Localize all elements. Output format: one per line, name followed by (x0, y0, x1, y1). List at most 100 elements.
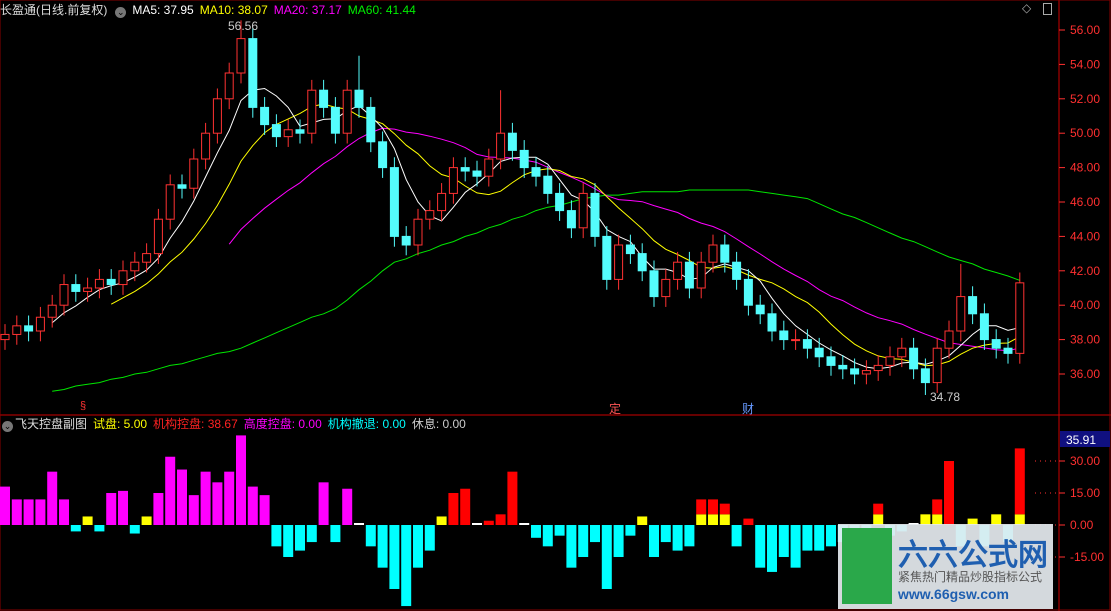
retreat-bar (542, 525, 553, 547)
candle-up (696, 261, 706, 289)
trial-bar (708, 514, 718, 525)
retreat-bar (330, 525, 341, 543)
candle-up (873, 364, 883, 372)
retreat-bar (531, 525, 541, 538)
y-tick-label: 54.00 (1070, 57, 1100, 71)
candle-down (472, 170, 482, 177)
retreat-bar (70, 525, 81, 532)
retreat-bar (802, 525, 813, 551)
ma5-line (51, 87, 1020, 370)
candle-up (425, 210, 435, 220)
chevron-down-circle-icon[interactable]: ⌄ (115, 7, 127, 18)
high-price-label: 56.56 (228, 19, 259, 33)
retreat-bar (578, 525, 589, 557)
candle-up (932, 347, 942, 384)
y-tick-label: 50.00 (1070, 126, 1100, 140)
ma5-value: MA5: 37.95 (132, 3, 194, 17)
retreat-bar (295, 525, 305, 551)
inst-retreat-value: 机构撤退: 0.00 (327, 417, 406, 431)
candle-up (944, 330, 954, 349)
candle-down (590, 192, 600, 237)
trial-bar (141, 516, 152, 525)
candle-up (130, 261, 140, 272)
sub-y-tick-label: 30.00 (1070, 454, 1100, 468)
last-value-label: 35.91 (1066, 433, 1096, 447)
high-control-bar (236, 435, 246, 525)
candle-down (684, 261, 694, 289)
candle-up (236, 38, 246, 74)
candle-up (413, 218, 423, 246)
ma20-value: MA20: 37.17 (273, 3, 342, 17)
y-tick-label: 40.00 (1070, 298, 1100, 312)
candle-up (885, 356, 895, 366)
candle-down (979, 313, 989, 341)
sub-y-tick-label: -15.00 (1070, 550, 1104, 564)
high-control-bar (118, 490, 128, 525)
high-control-bar (23, 499, 34, 525)
candle-down (850, 368, 860, 375)
retreat-bar (129, 525, 140, 534)
candle-up (224, 72, 234, 100)
trial-bar (719, 514, 730, 525)
inst-control-bar (719, 503, 730, 515)
logo-name: 六六公式网 (898, 539, 1048, 572)
high-control-bar (165, 456, 176, 525)
watermark-logo: 六六公式网 紧焦热门精品炒股指标公式 www.66gsw.com (838, 524, 1053, 609)
candle-up (437, 192, 447, 212)
retreat-bar (94, 525, 105, 532)
trial-bar (967, 518, 978, 525)
retreat-bar (601, 525, 612, 589)
rest-bar (354, 523, 364, 525)
retreat-bar (554, 525, 565, 536)
trial-bar (1014, 514, 1025, 525)
candle-up (1015, 282, 1025, 354)
retreat-bar (672, 525, 683, 551)
sub-chart-header: ⌄ 飞天控盘副图 试盘: 5.00 机构控盘: 38.67 高度控盘: 0.00 机构撤退… (0, 415, 468, 432)
event-marker[interactable]: § (80, 400, 87, 412)
high-control-value: 高度控盘: 0.00 (243, 417, 322, 431)
chevron-down-circle-icon[interactable]: ⌄ (2, 421, 13, 432)
candle-down (319, 89, 329, 108)
sub-y-tick-label: 0.00 (1070, 518, 1094, 532)
y-tick-label: 46.00 (1070, 195, 1100, 209)
square-icon[interactable] (1043, 3, 1052, 15)
inst-control-bar (507, 471, 518, 525)
trial-bar (991, 514, 1002, 525)
trial-bar (436, 516, 447, 525)
candle-up (201, 132, 211, 160)
trial-bar (82, 516, 93, 525)
event-marker-finance[interactable]: 财 (742, 402, 755, 416)
event-marker-ding[interactable]: 定 (609, 402, 622, 416)
candle-down (248, 38, 258, 108)
retreat-bar (424, 525, 435, 551)
ma60-value: MA60: 41.44 (347, 3, 416, 17)
retreat-bar (306, 525, 317, 543)
high-control-bar (153, 493, 164, 525)
rest-bar (519, 523, 530, 525)
last-value-box (1060, 431, 1110, 447)
candle-down (566, 210, 576, 229)
candle-down (767, 313, 777, 332)
high-control-bar (212, 482, 223, 525)
candle-down (531, 167, 541, 177)
candle-up (342, 89, 352, 134)
rest-bar (472, 523, 482, 525)
diamond-icon[interactable]: ◇ (1022, 1, 1032, 15)
candle-up (861, 370, 871, 375)
retreat-bar (413, 525, 423, 568)
y-tick-label: 52.00 (1070, 92, 1100, 106)
inst-control-bar (448, 493, 459, 525)
candle-up (94, 278, 104, 289)
candle-down (755, 304, 765, 315)
candle-down (271, 124, 281, 138)
candle-up (956, 296, 966, 332)
high-control-bar (11, 499, 22, 525)
inst-control-bar (944, 461, 954, 525)
retreat-bar (365, 525, 376, 547)
sub-y-tick-label: 15.00 (1070, 486, 1100, 500)
candle-up (578, 192, 588, 229)
inst-control-bar (743, 518, 754, 525)
candle-up (212, 98, 222, 134)
